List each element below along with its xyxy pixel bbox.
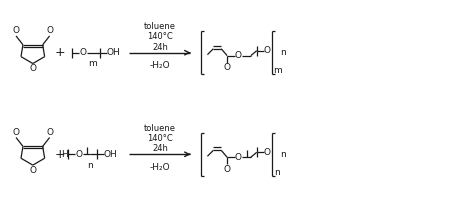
Text: O: O: [12, 128, 19, 137]
Text: +: +: [55, 148, 66, 161]
Text: m: m: [88, 59, 96, 68]
Text: toluene
140°C
24h: toluene 140°C 24h: [144, 22, 176, 52]
Text: O: O: [29, 64, 36, 73]
Text: -H₂O: -H₂O: [150, 61, 170, 70]
Text: +: +: [55, 46, 66, 59]
Text: n: n: [87, 161, 93, 170]
Text: OH: OH: [107, 48, 120, 57]
Text: m: m: [273, 66, 282, 75]
Text: n: n: [274, 167, 280, 176]
Text: O: O: [235, 153, 241, 162]
Text: -H₂O: -H₂O: [150, 163, 170, 172]
Text: O: O: [29, 166, 36, 175]
Text: O: O: [224, 63, 231, 72]
Text: O: O: [224, 165, 231, 174]
Text: O: O: [46, 128, 53, 137]
Text: O: O: [235, 51, 241, 60]
Text: O: O: [12, 27, 19, 35]
Text: O: O: [76, 150, 82, 159]
Text: H: H: [61, 150, 68, 159]
Text: O: O: [80, 48, 87, 57]
Text: toluene
140°C
24h: toluene 140°C 24h: [144, 124, 176, 153]
Text: O: O: [263, 46, 270, 55]
Text: O: O: [263, 148, 270, 157]
Text: O: O: [46, 27, 53, 35]
Text: n: n: [281, 48, 286, 57]
Text: n: n: [281, 150, 286, 159]
Text: OH: OH: [104, 150, 118, 159]
